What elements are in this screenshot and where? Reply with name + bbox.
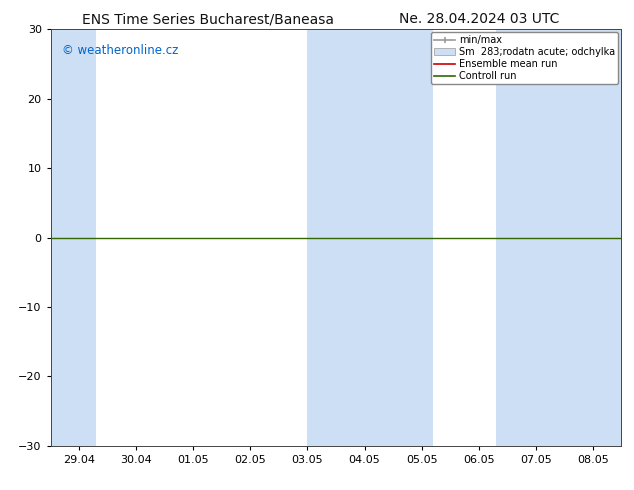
Text: Ne. 28.04.2024 03 UTC: Ne. 28.04.2024 03 UTC <box>399 12 560 26</box>
Bar <box>307 29 433 446</box>
Bar <box>51 29 96 446</box>
Text: © weatheronline.cz: © weatheronline.cz <box>62 44 179 57</box>
Legend: min/max, Sm  283;rodatn acute; odchylka, Ensemble mean run, Controll run: min/max, Sm 283;rodatn acute; odchylka, … <box>431 32 618 84</box>
Bar <box>496 29 621 446</box>
Text: ENS Time Series Bucharest/Baneasa: ENS Time Series Bucharest/Baneasa <box>82 12 334 26</box>
